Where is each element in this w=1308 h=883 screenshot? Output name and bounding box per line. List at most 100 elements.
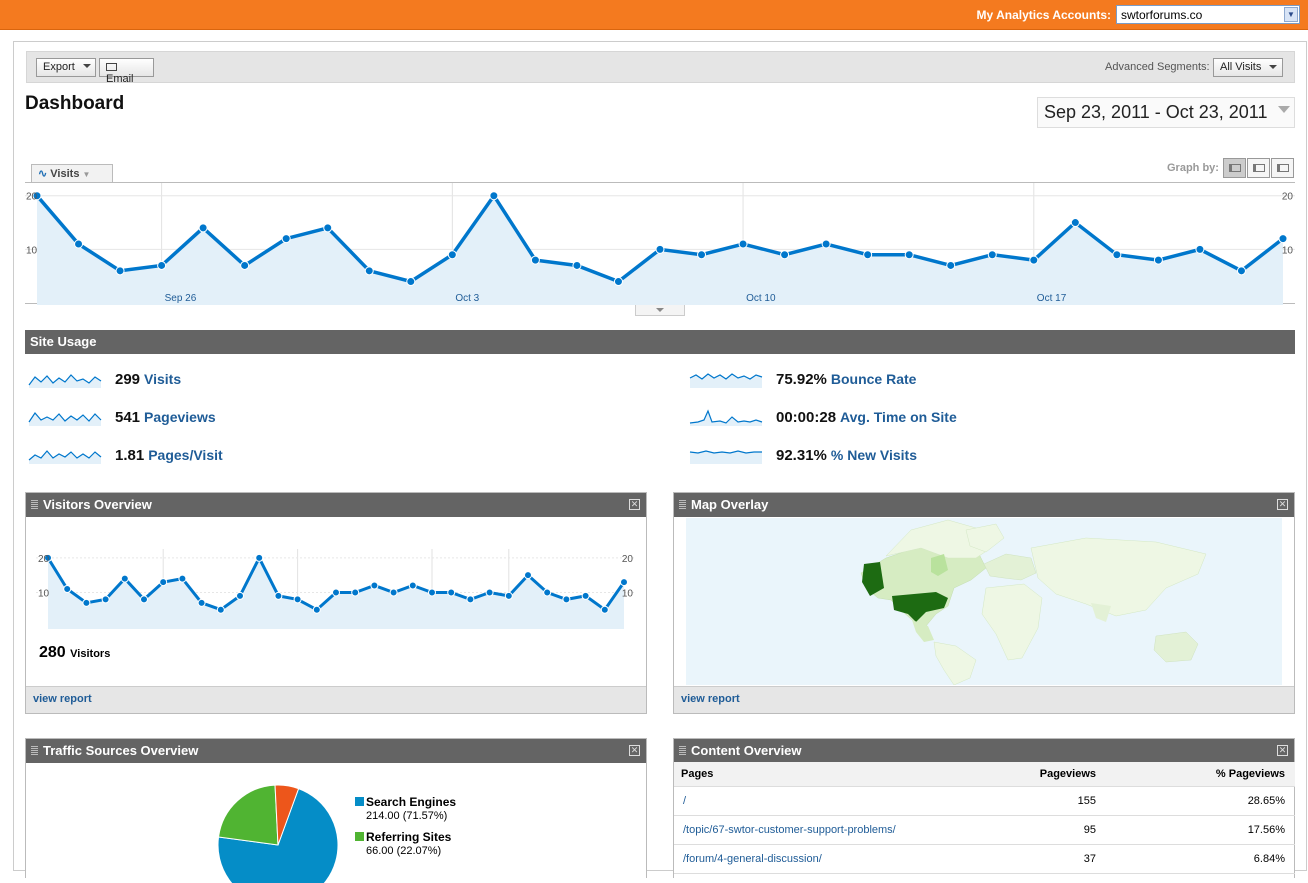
graph-by-day-button[interactable] <box>1223 158 1246 178</box>
data-point <box>447 250 457 260</box>
pageviews-link[interactable]: Pageviews <box>144 409 216 425</box>
drag-handle-icon[interactable] <box>679 500 686 509</box>
data-point <box>140 595 148 604</box>
close-icon[interactable]: ✕ <box>629 745 640 756</box>
data-point <box>312 605 321 614</box>
email-button[interactable]: Email <box>99 58 154 85</box>
visitors-view-report-link[interactable]: view report <box>33 693 92 705</box>
data-point <box>600 605 609 614</box>
data-point <box>198 223 208 233</box>
page-link[interactable]: /forum/4-general-discussion/ <box>683 853 822 865</box>
content-overview-header[interactable]: Content Overview ✕ <box>674 739 1294 763</box>
avg-time-link[interactable]: Avg. Time on Site <box>840 409 957 425</box>
export-button[interactable]: Export <box>36 58 96 77</box>
data-point <box>620 578 628 587</box>
drag-handle-icon[interactable] <box>31 500 38 509</box>
legend-swatch <box>355 832 364 841</box>
data-point <box>236 591 244 600</box>
data-point <box>408 581 417 590</box>
graph-by-month-button[interactable] <box>1271 158 1294 178</box>
page-link[interactable]: / <box>683 795 687 807</box>
visits-chart: 20 20 10 10 Sep 26 Oct 3 Oct 10 Oct 17 <box>25 182 1295 305</box>
row-pct: 28.65% <box>1247 795 1285 807</box>
traffic-sources-header[interactable]: Traffic Sources Overview ✕ <box>26 739 646 763</box>
metric-bounce-rate: 75.92% Bounce Rate <box>688 370 1088 390</box>
data-point <box>364 266 374 276</box>
data-point <box>1236 266 1246 276</box>
metric-pageviews: 541 Pageviews <box>27 408 327 428</box>
data-point <box>821 239 831 249</box>
segment-value: All Visits <box>1220 61 1262 73</box>
map-overlay-title: Map Overlay <box>691 497 769 512</box>
y-tick-label: 20 <box>26 192 38 203</box>
data-point <box>504 591 513 600</box>
data-point <box>543 588 552 597</box>
col-pageviews: Pageviews <box>1039 768 1096 780</box>
map-view-report-link[interactable]: view report <box>681 693 740 705</box>
data-point <box>1153 255 1163 265</box>
drag-handle-icon[interactable] <box>31 746 38 755</box>
date-range-value: Sep 23, 2011 - Oct 23, 2011 <box>1044 102 1268 122</box>
data-point <box>1278 234 1288 244</box>
data-point <box>82 598 91 607</box>
y-tick-label: 10 <box>1282 245 1294 256</box>
chevron-down-icon <box>1269 65 1277 69</box>
y-tick-label: 20 <box>622 554 634 565</box>
data-point <box>489 191 499 201</box>
close-icon[interactable]: ✕ <box>1277 745 1288 756</box>
row-pageviews: 155 <box>1077 795 1096 807</box>
data-point <box>1070 218 1080 228</box>
chart-resize-handle[interactable] <box>635 305 685 316</box>
visitors-overview-header[interactable]: Visitors Overview ✕ <box>26 493 646 517</box>
chevron-down-icon <box>83 64 91 68</box>
drag-handle-icon[interactable] <box>679 746 686 755</box>
data-point <box>115 266 125 276</box>
account-select[interactable]: swtorforums.co ▼ <box>1116 5 1300 24</box>
data-point <box>63 585 72 593</box>
row-pageviews: 37 <box>1083 853 1096 865</box>
pages-visit-value: 1.81 <box>115 447 145 464</box>
map-overlay-header[interactable]: Map Overlay ✕ <box>674 493 1294 517</box>
sparkline-bounce-rate <box>689 373 763 388</box>
chevron-down-icon[interactable]: ▼ <box>1284 7 1298 22</box>
graph-by-week-button[interactable] <box>1247 158 1270 178</box>
date-range-picker[interactable]: Sep 23, 2011 - Oct 23, 2011 <box>1037 97 1295 128</box>
sparkline-new-visits <box>689 450 762 464</box>
col-pages: Pages <box>681 768 714 780</box>
data-point <box>946 260 956 270</box>
data-point <box>572 260 582 270</box>
segment-select[interactable]: All Visits <box>1213 58 1283 77</box>
visits-link[interactable]: Visits <box>144 371 182 387</box>
pages-visit-link[interactable]: Pages/Visit <box>148 447 223 463</box>
bounce-rate-link[interactable]: Bounce Rate <box>830 371 917 387</box>
page-link[interactable]: /topic/67-swtor-customer-support-problem… <box>683 824 896 836</box>
data-point <box>44 553 52 562</box>
data-point <box>987 250 997 260</box>
x-tick-label: Oct 3 <box>455 293 479 304</box>
data-point <box>216 605 225 614</box>
data-point <box>370 581 379 590</box>
avg-time-value: 00:00:28 <box>776 409 837 426</box>
new-visits-link[interactable]: % New Visits <box>830 447 917 463</box>
world-map[interactable] <box>686 518 1282 685</box>
line-chart-icon: ∿ <box>38 168 48 180</box>
traffic-legend-item-search: Search Engines 214.00 (71.57%) <box>355 795 515 822</box>
metric-select-visits[interactable]: ∿ Visits ▼ <box>31 164 113 183</box>
envelope-icon <box>106 63 117 71</box>
data-point <box>240 260 250 270</box>
data-point <box>447 588 456 597</box>
row-pct: 17.56% <box>1247 824 1285 836</box>
legend-referring-label: Referring Sites <box>366 830 452 844</box>
traffic-sources-panel: Traffic Sources Overview ✕ Search Engine… <box>25 738 647 883</box>
data-point <box>406 277 416 287</box>
close-icon[interactable]: ✕ <box>629 499 640 510</box>
x-tick-label: Oct 17 <box>1037 293 1067 304</box>
metric-new-visits: 92.31%% New Visits <box>688 446 1088 466</box>
row-pageviews: 95 <box>1083 824 1096 836</box>
data-point <box>1195 244 1205 254</box>
week-icon <box>1253 164 1265 172</box>
pie-slice <box>217 784 279 846</box>
close-icon[interactable]: ✕ <box>1277 499 1288 510</box>
sparkline-avg-time <box>689 409 763 426</box>
toolbar: Export Email All Visits <box>26 51 1295 85</box>
